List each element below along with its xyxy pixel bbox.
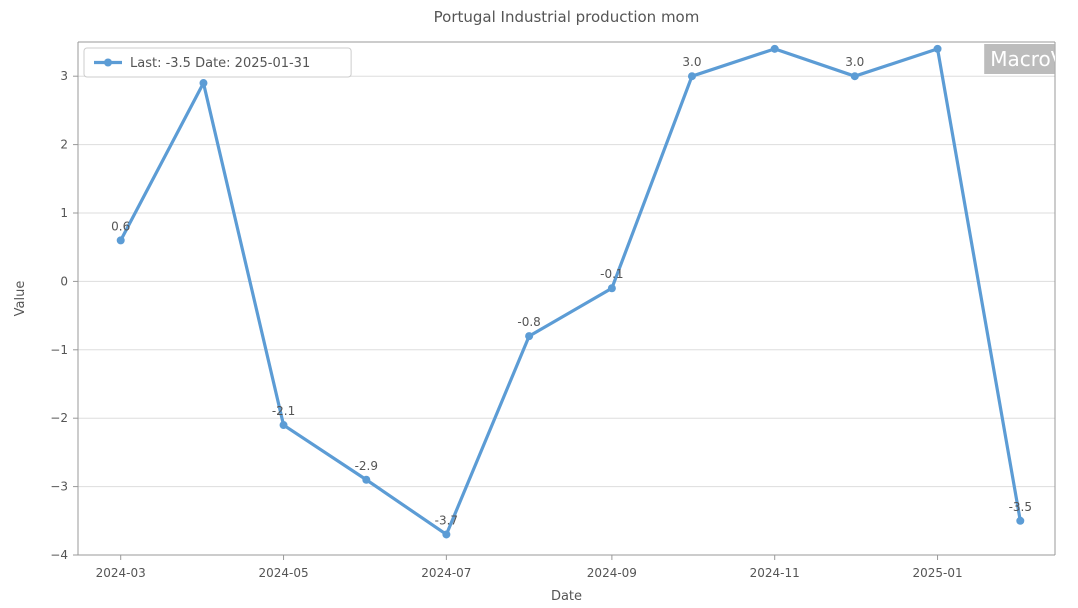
y-tick-label: 1	[60, 206, 68, 220]
chart-background	[0, 0, 1078, 608]
data-point	[525, 332, 533, 340]
data-point-label: -2.9	[355, 459, 378, 473]
data-point-label: -0.1	[600, 267, 623, 281]
data-point	[851, 72, 859, 80]
data-point-label: -0.8	[517, 315, 540, 329]
data-point	[608, 284, 616, 292]
data-point	[771, 45, 779, 53]
x-tick-label: 2024-03	[96, 566, 146, 580]
data-point	[688, 72, 696, 80]
legend-swatch-marker	[104, 59, 112, 67]
data-point	[362, 476, 370, 484]
data-point	[280, 421, 288, 429]
line-chart: −4 −3 −2 −1 0 1 2 3 2024-03 2024-05 2024-07 2024-09…	[0, 0, 1078, 608]
y-tick-label: −2	[50, 411, 68, 425]
data-point	[1016, 517, 1024, 525]
data-point-label: -3.7	[435, 513, 458, 527]
y-tick-label: −1	[50, 343, 68, 357]
x-tick-label: 2024-09	[587, 566, 637, 580]
x-axis-label: Date	[551, 589, 582, 604]
y-tick-label: 0	[60, 274, 68, 288]
chart-container: −4 −3 −2 −1 0 1 2 3 2024-03 2024-05 2024-07 2024-09…	[0, 0, 1078, 608]
data-point-label: 3.0	[682, 55, 701, 69]
legend-text: Last: -3.5 Date: 2025-01-31	[130, 56, 310, 71]
x-tick-label: 2025-01	[912, 566, 962, 580]
y-axis-label: Value	[13, 281, 28, 317]
chart-title: Portugal Industrial production mom	[434, 8, 700, 26]
y-tick-label: −4	[50, 548, 68, 562]
x-tick-label: 2024-05	[258, 566, 308, 580]
data-point	[117, 236, 125, 244]
data-point	[934, 45, 942, 53]
data-point-label: 3.0	[845, 55, 864, 69]
data-point	[442, 530, 450, 538]
y-tick-label: 2	[60, 138, 68, 152]
watermark-text: MacroV	[990, 47, 1065, 71]
data-point	[199, 79, 207, 87]
y-tick-label: −3	[50, 480, 68, 494]
data-point-label: -2.1	[272, 404, 295, 418]
data-point-label: 0.6	[111, 219, 130, 233]
x-tick-label: 2024-11	[750, 566, 800, 580]
x-tick-label: 2024-07	[421, 566, 471, 580]
y-tick-label: 3	[60, 69, 68, 83]
data-point-label: -3.5	[1009, 500, 1032, 514]
